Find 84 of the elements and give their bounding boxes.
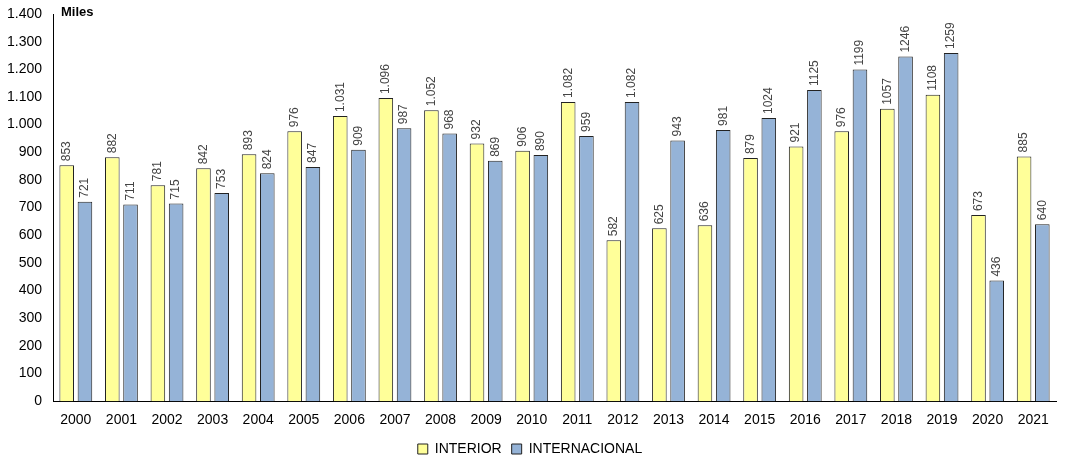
y-tick-label: 200 — [18, 336, 43, 353]
data-label: 968 — [441, 109, 456, 130]
data-label: 1057 — [879, 77, 894, 105]
x-tick-label: 2015 — [744, 411, 776, 428]
data-label: 1.096 — [378, 63, 393, 95]
x-tick-label: 2005 — [288, 411, 320, 428]
data-label: 1024 — [761, 86, 776, 114]
x-tick-label: 2008 — [424, 411, 457, 428]
data-label: 1125 — [806, 59, 821, 87]
data-label: 711 — [122, 181, 137, 201]
x-tick-label: 2009 — [470, 411, 502, 428]
x-tick-label: 2019 — [926, 411, 958, 428]
x-tick-label: 2000 — [60, 411, 92, 428]
data-label: 781 — [150, 160, 165, 182]
y-tick-label: 100 — [18, 364, 43, 381]
data-label: 436 — [989, 256, 1004, 277]
x-tick-label: 2017 — [835, 411, 867, 428]
data-label: 1.052 — [423, 75, 438, 107]
y-tick-label: 900 — [18, 143, 43, 160]
data-label: 636 — [697, 200, 712, 222]
x-tick-label: 2016 — [789, 411, 822, 428]
legend-label: INTERIOR — [434, 439, 502, 456]
x-tick-label: 2007 — [379, 411, 411, 428]
x-tick-label: 2020 — [972, 411, 1004, 428]
data-label: 673 — [970, 190, 985, 212]
x-tick-label: 2011 — [562, 411, 593, 428]
y-tick-label: 400 — [18, 281, 43, 298]
data-label: 1.082 — [624, 67, 639, 98]
data-label: 976 — [834, 106, 849, 128]
x-tick-label: 2003 — [197, 411, 229, 428]
x-tick-label: 2001 — [105, 411, 138, 428]
data-label: 853 — [59, 140, 74, 162]
y-tick-label: 1.200 — [6, 60, 43, 77]
data-label: 640 — [1034, 199, 1049, 221]
x-tick-label: 2013 — [652, 411, 685, 428]
data-label: 893 — [241, 129, 256, 151]
data-label: 1199 — [852, 39, 867, 66]
data-label: 824 — [259, 148, 274, 170]
y-tick-label: 600 — [18, 226, 43, 243]
data-label: 1259 — [943, 21, 958, 49]
y-tick-label: 1.300 — [6, 32, 43, 49]
data-label: 943 — [669, 116, 684, 137]
data-label: 879 — [742, 133, 757, 155]
y-tick-label: 500 — [18, 253, 43, 270]
data-label: 885 — [1016, 132, 1031, 153]
data-label: 909 — [350, 125, 365, 146]
x-tick-label: 2010 — [516, 411, 548, 428]
data-label: 1.031 — [332, 81, 347, 113]
y-tick-label: 800 — [18, 170, 43, 187]
legend-label: INTERNACIONAL — [528, 439, 643, 456]
data-label: 753 — [214, 168, 229, 189]
data-label: 882 — [104, 132, 119, 154]
data-label: 906 — [514, 126, 529, 147]
x-tick-label: 2021 — [1017, 411, 1049, 428]
x-tick-label: 2006 — [333, 411, 366, 428]
data-label: 582 — [606, 215, 621, 237]
data-label: 1108 — [925, 64, 940, 91]
data-label: 715 — [168, 179, 183, 200]
data-label: 981 — [715, 105, 730, 126]
data-label: 1.082 — [560, 67, 575, 98]
data-label: 1246 — [897, 25, 912, 53]
data-label: 959 — [578, 111, 593, 132]
y-tick-label: 700 — [18, 198, 43, 215]
data-label: 869 — [487, 136, 502, 157]
y-tick-label: 1.000 — [6, 115, 43, 132]
y-axis-title: Miles — [61, 3, 94, 19]
data-label: 625 — [651, 204, 666, 225]
data-label: 932 — [469, 119, 484, 140]
data-label: 890 — [533, 130, 548, 152]
x-tick-label: 2018 — [880, 411, 913, 428]
y-tick-label: 300 — [18, 309, 43, 326]
y-tick-label: 1.100 — [6, 87, 43, 104]
x-tick-label: 2004 — [242, 411, 274, 428]
x-tick-label: 2012 — [607, 411, 639, 428]
x-tick-label: 2014 — [698, 411, 730, 428]
data-label: 976 — [286, 106, 301, 128]
data-label: 921 — [788, 122, 803, 143]
x-tick-label: 2002 — [151, 411, 183, 428]
data-label: 842 — [195, 143, 210, 165]
data-label: 847 — [305, 142, 320, 163]
y-tick-label: 0 — [34, 392, 43, 409]
data-label: 721 — [77, 177, 92, 198]
data-label: 987 — [396, 103, 411, 125]
y-tick-label: 1.400 — [6, 4, 43, 21]
